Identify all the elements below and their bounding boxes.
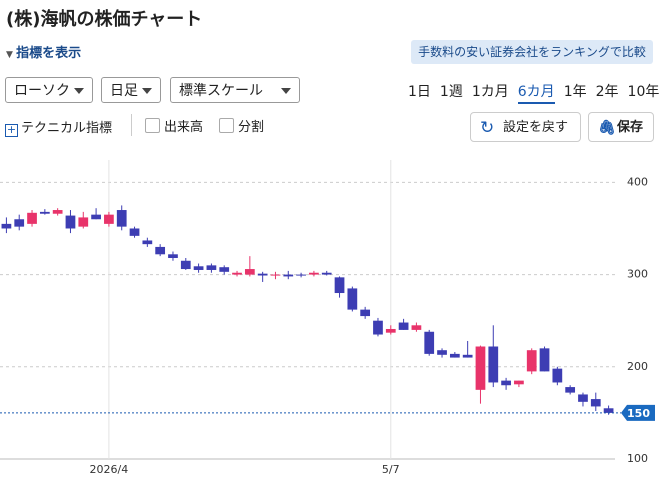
- candle-body: [232, 272, 242, 275]
- candle-body: [373, 320, 383, 335]
- chart-type-select[interactable]: ローソク: [5, 77, 93, 103]
- scale-select[interactable]: 標準スケール: [170, 77, 300, 103]
- page-title: (株)海帆の株価チャート: [6, 9, 203, 30]
- candle-body: [91, 214, 101, 220]
- candle-body: [424, 331, 435, 354]
- indicator-toggle[interactable]: ▼ 指標を表示: [6, 46, 82, 61]
- candle-body: [347, 288, 358, 310]
- period-tab[interactable]: 1日: [408, 84, 431, 100]
- checkbox-label: 出来高: [164, 120, 204, 135]
- candle-body: [514, 380, 524, 385]
- candle-body: [321, 272, 332, 275]
- candle-body: [360, 309, 371, 317]
- candle-body: [104, 214, 114, 224]
- candle-body: [398, 322, 409, 330]
- candle-body: [270, 274, 281, 276]
- toggle-label: 指標を表示: [16, 46, 82, 61]
- candle-body: [1, 223, 12, 229]
- period-tab[interactable]: 1週: [439, 84, 463, 100]
- candle-body: [155, 246, 166, 255]
- candle-body: [193, 266, 204, 270]
- candle-body: [488, 346, 499, 383]
- candle-body: [219, 267, 230, 272]
- candle-body: [437, 350, 447, 355]
- candle-body: [168, 254, 178, 258]
- y-tick-label: 300: [627, 268, 648, 281]
- period-tabs: 1日 1週 1カ月 6カ月 1年 2年 10年: [408, 81, 662, 104]
- candle-body: [309, 272, 319, 275]
- candle-body: [475, 346, 486, 390]
- candle-body: [539, 348, 550, 372]
- candle-body: [27, 212, 37, 224]
- period-tab[interactable]: 1年: [563, 84, 587, 100]
- candle-body: [244, 269, 255, 275]
- reset-button[interactable]: ↻ 設定を戻す: [470, 112, 581, 142]
- x-tick-label: 2026/4: [90, 463, 129, 476]
- candle-body: [590, 399, 601, 407]
- ranking-banner[interactable]: 手数料の安い証券会社をランキングで比較: [411, 40, 653, 64]
- volume-checkbox[interactable]: 出来高: [145, 116, 203, 135]
- technical-label: テクニカル指標: [21, 121, 113, 136]
- period-tab[interactable]: 1カ月: [471, 84, 509, 100]
- y-tick-label: 400: [627, 175, 648, 188]
- candle-body: [116, 210, 127, 227]
- candle-body: [449, 353, 460, 358]
- candle-body: [78, 217, 89, 227]
- candle-body: [206, 265, 217, 270]
- candle-body: [385, 328, 396, 333]
- candle-body: [14, 219, 25, 227]
- candle-body: [257, 273, 268, 276]
- save-button[interactable]: 🖇 保存: [588, 112, 654, 142]
- split-checkbox[interactable]: 分割: [219, 116, 264, 135]
- candle-body: [526, 350, 537, 372]
- candle-body: [603, 408, 614, 413]
- period-tab[interactable]: 10年: [627, 84, 660, 100]
- candle-body: [142, 240, 153, 245]
- candle-body: [578, 394, 588, 402]
- checkbox-label: 分割: [238, 120, 265, 135]
- last-price-label: 150: [627, 407, 650, 420]
- candle-body: [552, 368, 563, 383]
- candle-body: [180, 260, 191, 270]
- reset-label: 設定を戻す: [503, 120, 569, 135]
- x-tick-label: 5/7: [382, 463, 400, 476]
- y-tick-label: 200: [627, 360, 648, 373]
- chart: 100 200 300 400 2026/4 5/7 150: [0, 160, 655, 476]
- candle-body: [501, 380, 511, 386]
- save-label: 保存: [617, 120, 644, 135]
- period-tab[interactable]: 6カ月: [517, 84, 555, 104]
- candle-body: [129, 228, 140, 236]
- y-tick-label: 100: [627, 452, 648, 465]
- technical-toggle[interactable]: + テクニカル指標: [5, 121, 113, 137]
- interval-select[interactable]: 日足: [101, 77, 161, 103]
- candle-body: [65, 215, 76, 229]
- candle-body: [296, 274, 306, 276]
- candle-body: [411, 325, 422, 330]
- candle-body: [283, 274, 294, 277]
- last-price-tag: [621, 404, 655, 421]
- period-tab[interactable]: 2年: [595, 84, 619, 100]
- candle-body: [462, 354, 473, 358]
- candle-body: [334, 277, 345, 294]
- divider: [131, 114, 132, 136]
- candle-body: [52, 210, 63, 214]
- candle-body: [39, 211, 50, 214]
- candle-body: [565, 387, 576, 393]
